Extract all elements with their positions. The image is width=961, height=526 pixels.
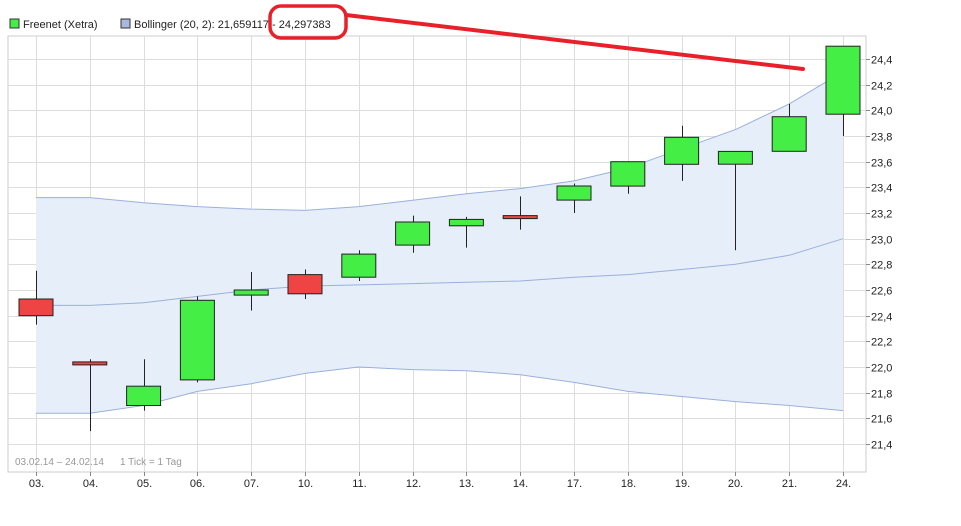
legend-swatch-bollinger [120,18,131,29]
x-tick-label: 05. [137,478,152,490]
y-tick-label: 23,0 [871,235,892,247]
x-tick-label: 17. [567,478,582,490]
x-tick-label: 06. [190,478,205,490]
candle-body-down [287,274,323,295]
y-tick-label: 24,4 [871,55,892,67]
candle [126,359,162,411]
y-tick-label: 23,2 [871,209,892,221]
bollinger-band-layer [36,71,844,414]
bollinger-band-fill [36,71,843,414]
y-tick-label: 21,8 [871,389,892,401]
y-tick-label: 23,6 [871,158,892,170]
x-tick-label: 07. [244,478,259,490]
x-tick-label: 13. [459,478,474,490]
bollinger-highlight-value: 24,297383 [279,19,331,31]
candle-body-up [771,116,807,152]
candle [502,196,538,230]
y-tick-label: 21,4 [871,440,892,452]
candle [72,359,108,432]
candle [825,45,861,136]
x-axis: 03. 04. 05. 06. 07. 10. 11. 12. 13. 14. 17. 18. 19. 2… [29,472,851,490]
x-tick-label: 18. [621,478,636,490]
candle-body-up [341,253,377,278]
y-tick-label: 24,0 [871,106,892,118]
candle-body-up [179,299,215,381]
annotation-line [344,13,805,71]
candle-body-down [502,215,538,220]
candle [717,150,753,251]
candle [448,216,484,248]
x-tick-label: 03. [29,478,44,490]
y-tick-label: 22,2 [871,337,892,349]
candle [233,272,269,311]
candle-body-up [126,385,162,407]
candle-body-up [717,150,753,165]
candle-body-up [395,221,431,246]
y-tick-label: 22,4 [871,312,892,324]
x-tick-label: 14. [513,478,528,490]
legend-label-bollinger: Bollinger (20, 2): 21,659117 - 24,297383 [134,19,331,31]
bollinger-upper-line [36,71,844,211]
candle [287,269,323,299]
candle-body-up [556,185,592,201]
candle [179,296,215,383]
x-tick-label: 21. [782,478,797,490]
candle-body-down [18,298,54,317]
candle [341,250,377,282]
y-tick-label: 23,8 [871,132,892,144]
candle-body-up [610,161,646,187]
x-tick-label: 24. [836,478,851,490]
bollinger-values: Bollinger (20, 2): 21,659117 - [134,19,279,31]
annotation-circle [268,4,348,40]
candle-body-up [825,45,861,115]
y-tick-label: 22,0 [871,363,892,375]
y-tick-label: 24,2 [871,81,892,93]
x-tick-label: 20. [728,478,743,490]
bollinger-middle-line [36,238,844,306]
candle [556,183,592,213]
x-tick-label: 11. [352,478,366,490]
y-tick-label: 22,6 [871,286,892,298]
legend: Freenet (Xetra) Bollinger (20, 2): 21,65… [9,18,331,31]
candle-body-up [448,218,484,227]
x-tick-label: 10. [298,478,313,490]
candle [395,215,431,253]
candle [771,103,807,152]
candle [664,125,700,181]
y-tick-label: 23,4 [871,183,892,195]
candle-layer [18,45,861,432]
candle-body-up [233,289,269,296]
footer-tick-info: 1 Tick = 1 Tag [120,457,182,468]
candle-body-up [664,136,700,165]
legend-label-freenet: Freenet (Xetra) [23,19,98,31]
x-tick-label: 04. [83,478,98,490]
x-tick-label: 12. [406,478,421,490]
bollinger-lower-line [36,366,844,414]
y-tick-label: 22,8 [871,260,892,272]
legend-swatch-freenet [9,18,20,29]
candle [610,161,646,194]
candle-body-down [72,361,108,366]
y-tick-label: 21,6 [871,414,892,426]
y-axis: 21,4 21,6 21,8 22,0 22,2 22,4 22,6 22,8 23,0 23,2… [866,55,892,452]
x-tick-label: 19. [675,478,690,490]
footer-date-range: 03.02.14 – 24.02.14 [15,457,104,468]
candle [18,270,54,325]
